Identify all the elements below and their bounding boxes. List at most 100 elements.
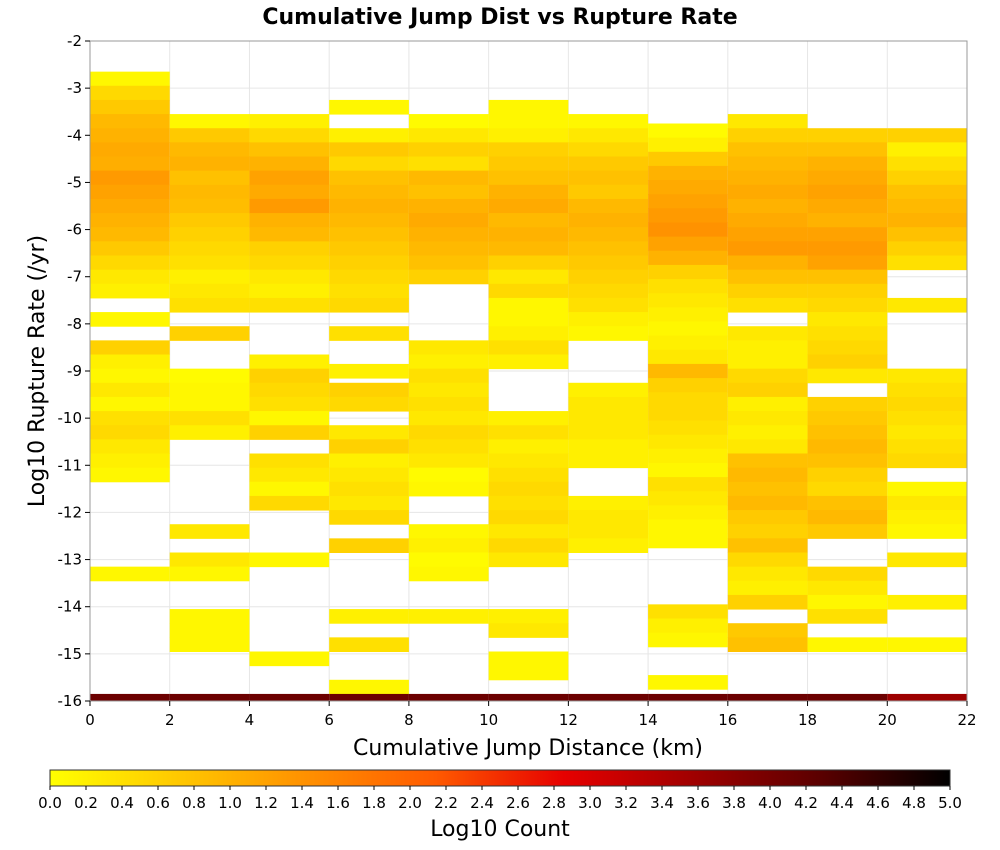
- heatmap-cell: [169, 411, 250, 426]
- heatmap-cell: [648, 533, 728, 549]
- heatmap-cell: [329, 198, 409, 214]
- heatmap-cell: [90, 354, 170, 370]
- heatmap-cell: [329, 609, 409, 624]
- heatmap-cell: [727, 170, 808, 186]
- heatmap-cell: [727, 255, 808, 271]
- heatmap-cell: [727, 396, 808, 412]
- heatmap-cell: [648, 279, 728, 294]
- heatmap-cell: [807, 241, 888, 256]
- heatmap-cell: [648, 693, 728, 701]
- heatmap-cell: [727, 297, 808, 313]
- heatmap-cell: [329, 538, 409, 553]
- heatmap-cell: [90, 396, 170, 412]
- chart-title: Cumulative Jump Dist vs Rupture Rate: [262, 5, 737, 30]
- y-tick-label: -6: [67, 221, 82, 239]
- heatmap-cell: [807, 510, 888, 525]
- heatmap-cell: [488, 128, 569, 143]
- heatmap-cell: [807, 594, 888, 610]
- heatmap-cell: [329, 363, 409, 379]
- heatmap-cell: [488, 623, 569, 638]
- heatmap-cell: [329, 481, 409, 497]
- heatmap-cell: [169, 566, 250, 582]
- heatmap-cell: [568, 382, 649, 398]
- x-axis-ticks: 0 2 4 6 8 10 12 14 16 18 20 22: [85, 701, 977, 729]
- heatmap-cell: [488, 227, 569, 242]
- y-tick-label: -5: [67, 173, 82, 191]
- heatmap-cell: [807, 283, 888, 299]
- heatmap-cell: [329, 396, 409, 412]
- heatmap-cell: [488, 312, 569, 327]
- heatmap-cell: [648, 264, 728, 280]
- heatmap-cell: [249, 354, 330, 370]
- heatmap-cell: [887, 411, 967, 426]
- heatmap-cell: [727, 594, 808, 610]
- heatmap-cell: [169, 637, 250, 652]
- heatmap-cell: [727, 326, 808, 341]
- heatmap-cell: [568, 170, 649, 186]
- x-tick-label: 18: [798, 711, 817, 729]
- heatmap-cell: [807, 198, 888, 214]
- heatmap-cell: [727, 382, 808, 398]
- heatmap-cell: [807, 255, 888, 271]
- heatmap-cell: [648, 632, 728, 648]
- heatmap-cell: [648, 363, 728, 379]
- heatmap-cell: [90, 128, 170, 143]
- heatmap-cell: [648, 392, 728, 407]
- colorbar-tick-label: 5.0: [938, 794, 962, 812]
- heatmap-cell: [568, 524, 649, 539]
- heatmap-cell: [568, 396, 649, 412]
- heatmap-cell: [329, 269, 409, 285]
- heatmap-cell: [169, 297, 250, 313]
- heatmap-cell: [408, 227, 489, 242]
- heatmap-cell: [648, 406, 728, 421]
- y-tick-label: -14: [58, 598, 83, 616]
- heatmap-cell: [648, 675, 728, 690]
- heatmap-cell: [648, 491, 728, 506]
- colorbar-tick-label: 1.8: [362, 794, 386, 812]
- heatmap-cell: [727, 114, 808, 129]
- heatmap-cell: [249, 170, 330, 186]
- heatmap-cell: [249, 453, 330, 469]
- heatmap-cell: [807, 213, 888, 228]
- colorbar-tick-label: 0.0: [38, 794, 62, 812]
- heatmap-cell: [488, 651, 569, 667]
- heatmap-cell: [488, 283, 569, 299]
- heatmap-cell: [90, 340, 170, 355]
- heatmap-cell: [807, 524, 888, 539]
- heatmap-cell: [408, 566, 489, 582]
- heatmap-cell: [807, 609, 888, 624]
- heatmap-cell: [329, 156, 409, 172]
- heatmap-cell: [807, 396, 888, 412]
- heatmap-cell: [408, 693, 489, 701]
- heatmap-cell: [807, 269, 888, 285]
- heatmap-cell: [329, 255, 409, 271]
- heatmap-cell: [488, 114, 569, 129]
- heatmap-cell: [169, 382, 250, 398]
- heatmap-cell: [568, 425, 649, 440]
- y-tick-label: -15: [58, 645, 83, 663]
- heatmap-cell: [169, 213, 250, 228]
- heatmap-cell: [887, 227, 967, 242]
- heatmap-cell: [169, 425, 250, 440]
- heatmap-cell: [488, 552, 569, 568]
- heatmap-cell: [90, 453, 170, 469]
- heatmap-cell: [329, 142, 409, 157]
- heatmap-cell: [249, 142, 330, 157]
- heatmap-cell: [90, 198, 170, 214]
- heatmap-cell: [887, 198, 967, 214]
- heatmap-cell: [488, 99, 569, 115]
- heatmap-cell: [488, 269, 569, 285]
- heatmap-cell: [90, 85, 170, 101]
- heatmap-cell: [90, 156, 170, 172]
- heatmap-cell: [887, 552, 967, 568]
- heatmap-cell: [807, 368, 888, 384]
- heatmap-cell: [727, 411, 808, 426]
- heatmap-cell: [249, 425, 330, 440]
- heatmap-cell: [90, 99, 170, 115]
- heatmap-cell: [249, 411, 330, 426]
- heatmap-cell: [727, 481, 808, 497]
- heatmap-cell: [807, 495, 888, 511]
- heatmap-cell: [568, 297, 649, 313]
- heatmap-cell: [488, 425, 569, 440]
- heatmap-cell: [648, 618, 728, 634]
